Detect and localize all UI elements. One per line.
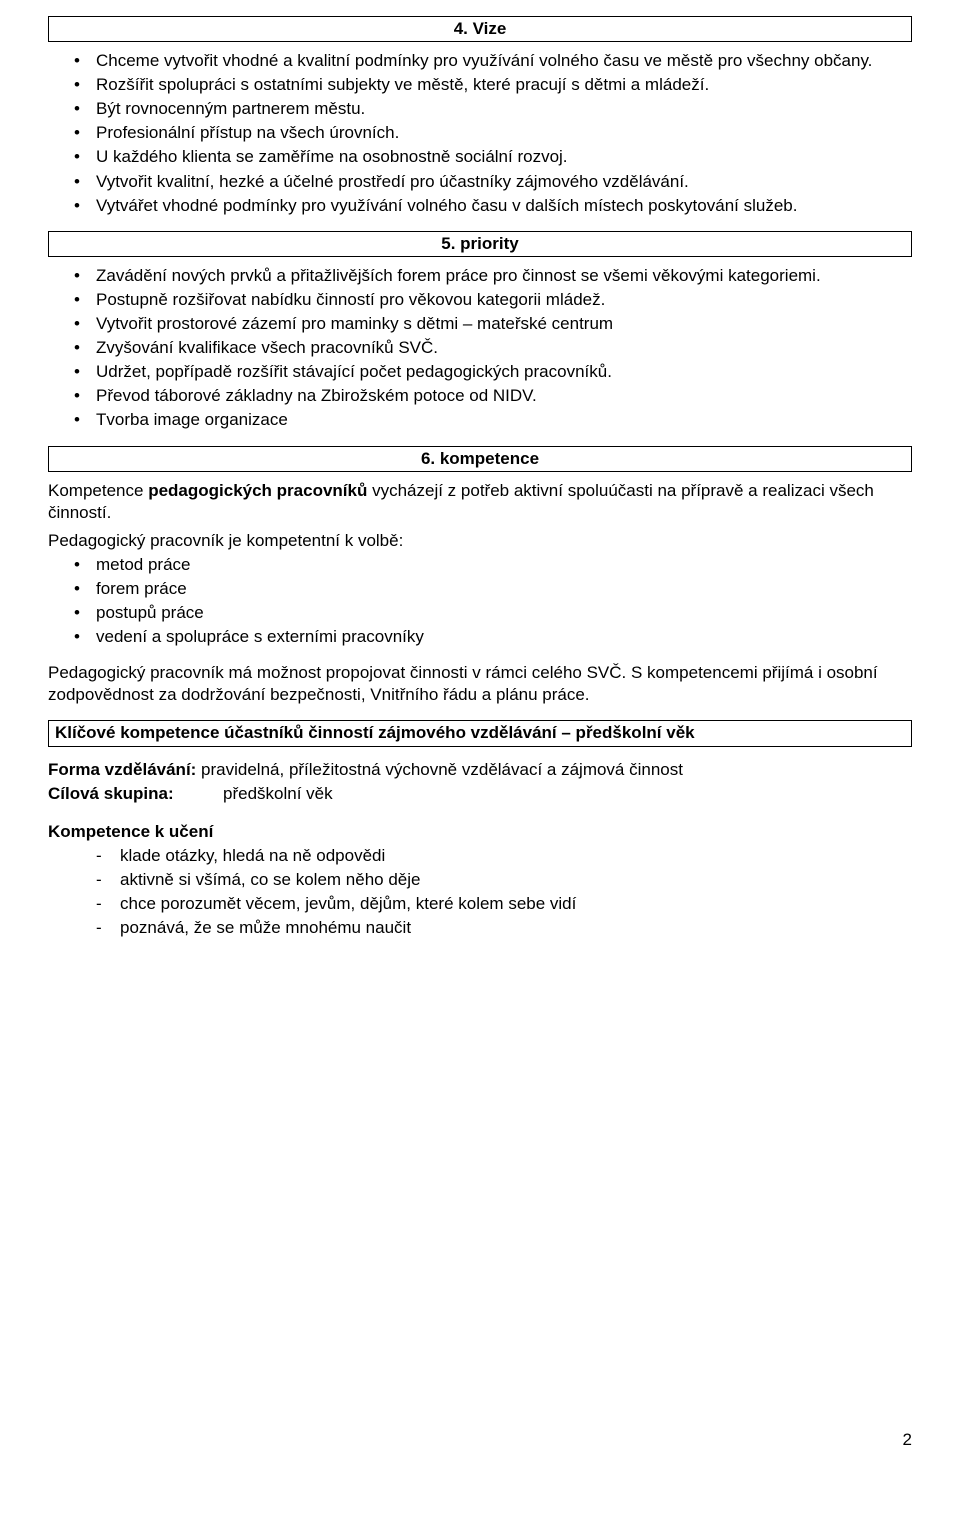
list-item: aktivně si všímá, co se kolem něho děje: [48, 869, 912, 891]
section-6-sublist: metod práce forem práce postupů práce ve…: [48, 554, 912, 648]
list-item: Vytvořit kvalitní, hezké a účelné prostř…: [48, 171, 912, 193]
kompetence-intro: Kompetence pedagogických pracovníků vych…: [48, 480, 912, 524]
list-item: metod práce: [48, 554, 912, 576]
section-5-list: Zavádění nových prvků a přitažlivějších …: [48, 265, 912, 432]
kompetence-volba: Pedagogický pracovník je kompetentní k v…: [48, 530, 912, 552]
kompetence-k-uceni-list: klade otázky, hledá na ně odpovědi aktiv…: [48, 845, 912, 939]
document-page: 4. Vize Chceme vytvořit vhodné a kvalitn…: [0, 0, 960, 1523]
section-6-subheading: Klíčové kompetence účastníků činností zá…: [48, 720, 912, 746]
list-item: Profesionální přístup na všech úrovních.: [48, 122, 912, 144]
section-4-heading: 4. Vize: [48, 16, 912, 42]
kompetence-para3: Pedagogický pracovník má možnost propojo…: [48, 662, 912, 706]
list-item: Převod táborové základny na Zbirožském p…: [48, 385, 912, 407]
text: Kompetence: [48, 481, 148, 500]
label: Cílová skupina:: [48, 783, 223, 805]
list-item: vedení a spolupráce s externími pracovní…: [48, 626, 912, 648]
list-item: Chceme vytvořit vhodné a kvalitní podmín…: [48, 50, 912, 72]
list-item: Udržet, popřípadě rozšířit stávající poč…: [48, 361, 912, 383]
label: Forma vzdělávání:: [48, 760, 196, 779]
section-6-heading: 6. kompetence: [48, 446, 912, 472]
list-item: chce porozumět věcem, jevům, dějům, kter…: [48, 893, 912, 915]
list-item: Rozšířit spolupráci s ostatními subjekty…: [48, 74, 912, 96]
section-5-heading: 5. priority: [48, 231, 912, 257]
list-item: Vytvořit prostorové zázemí pro maminky s…: [48, 313, 912, 335]
list-item: Postupně rozšiřovat nabídku činností pro…: [48, 289, 912, 311]
page-number: 2: [903, 1429, 912, 1451]
list-item: Tvorba image organizace: [48, 409, 912, 431]
list-item: Být rovnocenným partnerem městu.: [48, 98, 912, 120]
list-item: Vytvářet vhodné podmínky pro využívání v…: [48, 195, 912, 217]
list-item: Zvyšování kvalifikace všech pracovníků S…: [48, 337, 912, 359]
forma-vzdelavani: Forma vzdělávání: pravidelná, příležitos…: [48, 759, 912, 781]
value: pravidelná, příležitostná výchovně vzděl…: [196, 760, 683, 779]
kompetence-k-uceni-heading: Kompetence k učení: [48, 821, 912, 843]
cilova-skupina: Cílová skupina:předškolní věk: [48, 783, 912, 805]
value: předškolní věk: [223, 784, 333, 803]
list-item: Zavádění nových prvků a přitažlivějších …: [48, 265, 912, 287]
list-item: postupů práce: [48, 602, 912, 624]
list-item: U každého klienta se zaměříme na osobnos…: [48, 146, 912, 168]
list-item: forem práce: [48, 578, 912, 600]
section-4-list: Chceme vytvořit vhodné a kvalitní podmín…: [48, 50, 912, 217]
list-item: klade otázky, hledá na ně odpovědi: [48, 845, 912, 867]
text-bold: pedagogických pracovníků: [148, 481, 367, 500]
list-item: poznává, že se může mnohému naučit: [48, 917, 912, 939]
